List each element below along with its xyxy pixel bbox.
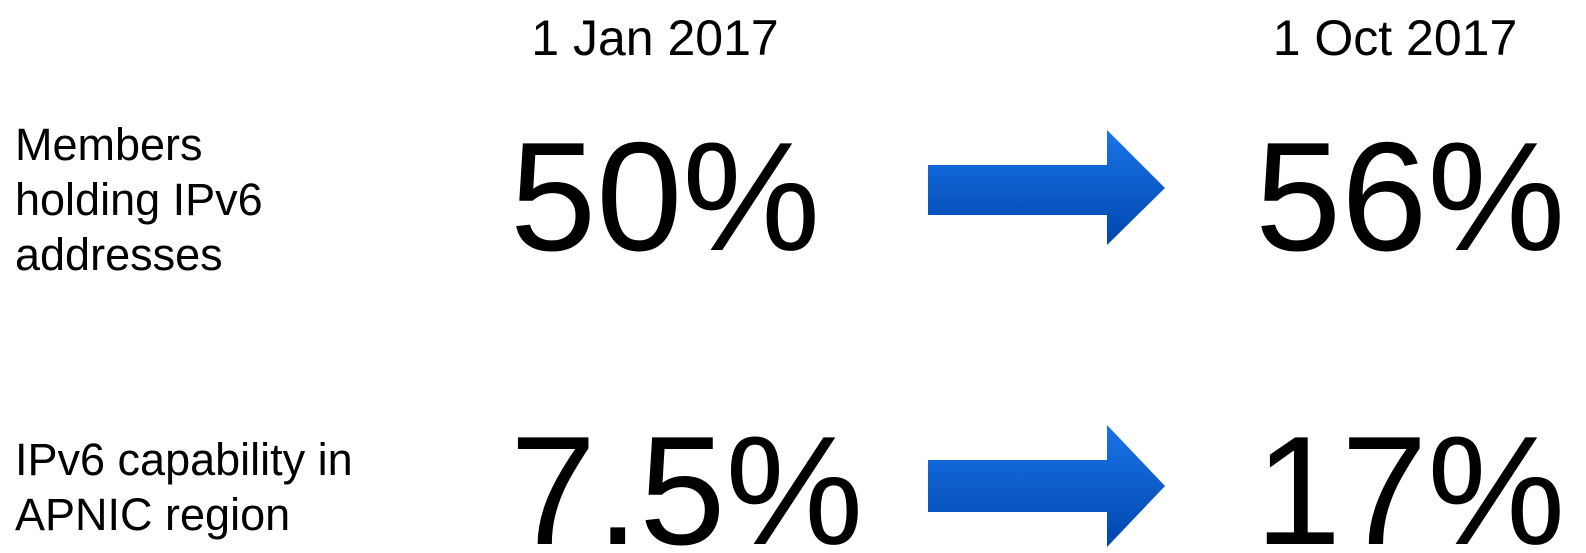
column-header: 1 Oct 2017 <box>1273 10 1518 66</box>
row-label: Members <box>15 119 203 170</box>
row-label: APNIC region <box>15 489 290 540</box>
value: 50% <box>510 110 820 283</box>
column-header: 1 Jan 2017 <box>531 10 778 66</box>
row-label: holding IPv6 <box>15 174 263 225</box>
value: 56% <box>1255 110 1565 283</box>
arrow <box>928 425 1165 547</box>
row-label: addresses <box>15 229 223 280</box>
value: 17% <box>1255 404 1565 553</box>
arrow <box>928 130 1165 245</box>
row-label: IPv6 capability in <box>15 434 353 485</box>
value: 7.5% <box>510 404 863 553</box>
